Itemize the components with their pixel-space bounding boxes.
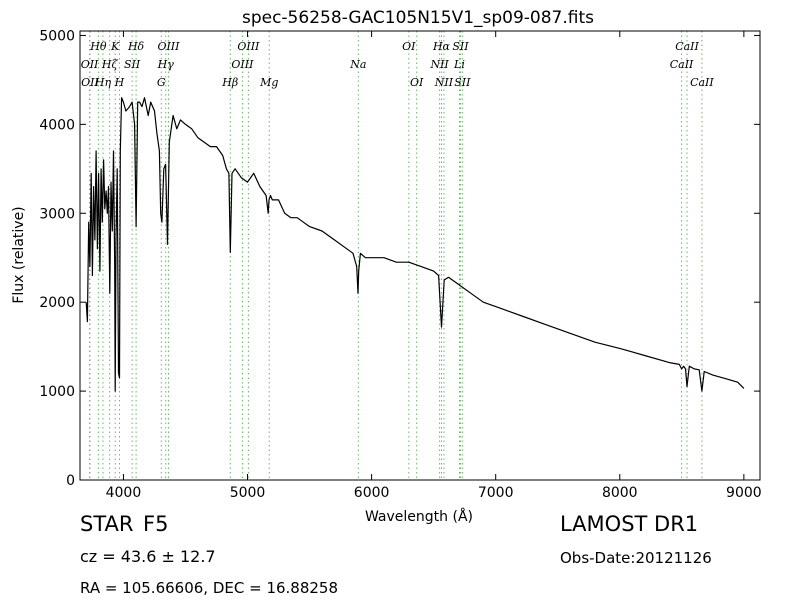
line-label: Hα	[432, 40, 451, 53]
line-label: OIII	[237, 40, 260, 53]
line-label: Mg	[259, 76, 278, 89]
y-tick-label: 1000	[39, 384, 75, 400]
line-label: Hδ	[127, 40, 145, 53]
x-tick-label: 4000	[106, 485, 142, 501]
line-label: OIII	[231, 58, 254, 71]
coordinates: RA = 105.66606, DEC = 16.88258	[80, 579, 339, 597]
line-label: OI	[402, 40, 416, 53]
spectrum-group	[85, 97, 745, 392]
y-axis-label: Flux (relative)	[11, 206, 27, 303]
line-label: SII	[124, 58, 141, 71]
object-subclass: F5	[143, 512, 169, 536]
line-label: K	[110, 40, 120, 53]
line-label: Li	[453, 58, 465, 71]
y-axis-ticks: 0 1000 2000 3000 4000 5000	[39, 28, 760, 489]
line-label: OIII	[157, 40, 180, 53]
redshift-value: cz = 43.6 ± 12.7	[80, 547, 216, 566]
y-tick-label: 2000	[39, 295, 75, 311]
x-axis-label: Wavelength (Å)	[365, 508, 473, 525]
x-tick-label: 6000	[354, 485, 390, 501]
line-label: Hθ	[89, 40, 107, 53]
survey-name: LAMOST DR1	[560, 512, 699, 536]
plot-frame	[79, 30, 761, 481]
x-tick-label: 7000	[478, 485, 514, 501]
y-tick-label: 4000	[39, 117, 75, 133]
x-tick-label: 5000	[230, 485, 266, 501]
line-label: Hη	[94, 76, 112, 89]
line-label: Na	[349, 58, 366, 71]
x-tick-label: 9000	[726, 485, 762, 501]
line-label: Hβ	[221, 76, 238, 89]
line-label: CaII	[690, 76, 714, 89]
line-label: G	[157, 76, 166, 89]
y-tick-label: 5000	[39, 28, 75, 44]
line-label: OII	[81, 58, 99, 71]
line-label: SII	[454, 76, 471, 89]
line-label: CaII	[670, 58, 694, 71]
spectrum-line	[85, 97, 745, 392]
y-tick-label: 0	[66, 473, 75, 489]
line-label: NII	[429, 58, 449, 71]
line-label: CaII	[675, 40, 699, 53]
line-label: NII	[434, 76, 454, 89]
line-label: H	[114, 76, 125, 89]
chart-title: spec-56258-GAC105N15V1_sp09-087.fits	[242, 8, 594, 28]
line-label: Hζ	[101, 58, 119, 71]
line-label: OI	[410, 76, 424, 89]
line-label: SII	[452, 40, 469, 53]
line-markers	[89, 31, 703, 480]
line-label: Hγ	[157, 58, 175, 71]
line-labels: OII OII Hθ Hη Hζ K H SII Hδ Hγ G OIII Hβ OIII OIII Mg Na…	[81, 40, 715, 89]
line-label: OII	[81, 76, 99, 89]
observation-date: Obs-Date:20121126	[560, 549, 712, 567]
x-axis-ticks: 4000 5000 6000 7000 8000 9000	[106, 31, 762, 501]
y-tick-label: 3000	[39, 206, 75, 222]
object-class: STAR	[80, 512, 134, 536]
x-tick-label: 8000	[602, 485, 638, 501]
